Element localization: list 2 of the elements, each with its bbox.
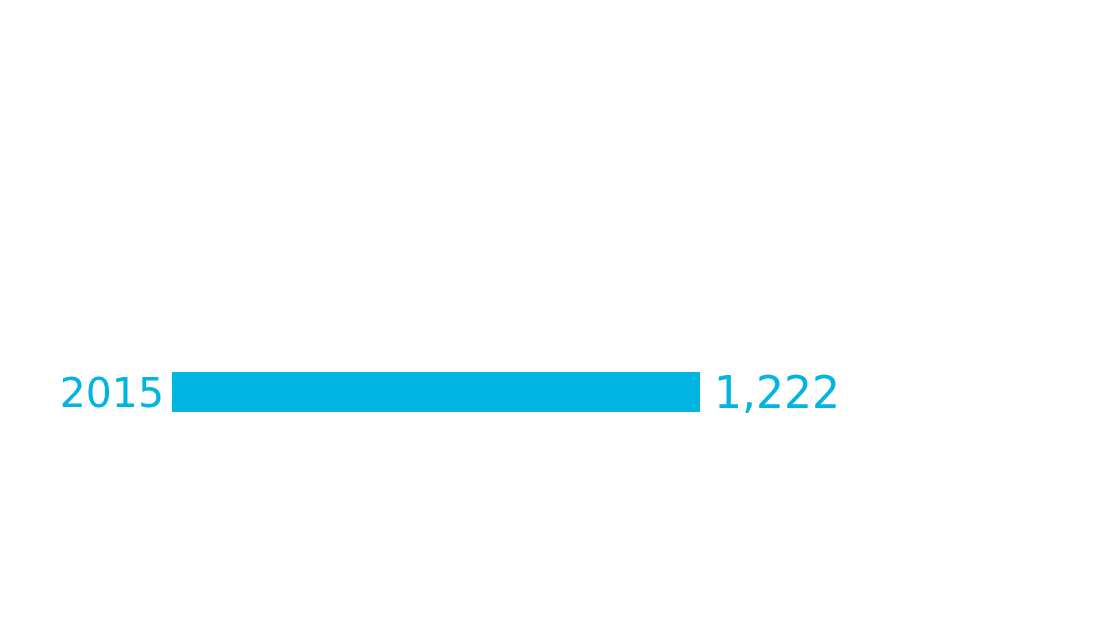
data-label: 1,222 — [714, 366, 840, 418]
y-tick-label: 2015 — [59, 368, 164, 417]
